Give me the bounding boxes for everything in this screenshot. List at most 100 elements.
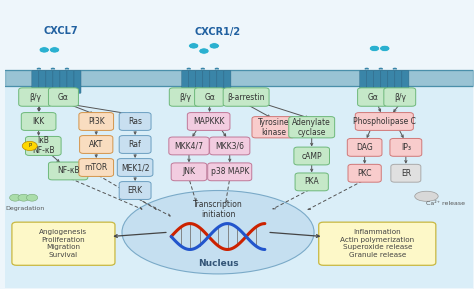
FancyBboxPatch shape [187, 113, 230, 130]
Text: Degradation: Degradation [5, 206, 44, 211]
FancyBboxPatch shape [348, 164, 381, 182]
FancyBboxPatch shape [210, 71, 217, 93]
Text: Nucleus: Nucleus [198, 259, 238, 268]
Ellipse shape [415, 191, 438, 201]
FancyBboxPatch shape [391, 164, 421, 182]
FancyBboxPatch shape [189, 71, 196, 93]
Text: Inflammation
Actin polymerization
Superoxide release
Granule release: Inflammation Actin polymerization Supero… [340, 229, 414, 258]
FancyBboxPatch shape [390, 138, 422, 156]
Text: β/γ: β/γ [179, 92, 191, 101]
FancyBboxPatch shape [18, 88, 52, 106]
Text: Tyrosine
kinase: Tyrosine kinase [257, 118, 289, 137]
FancyBboxPatch shape [367, 71, 374, 93]
Text: PKA: PKA [304, 177, 319, 186]
Text: Gα: Gα [204, 92, 215, 101]
FancyBboxPatch shape [21, 113, 56, 130]
Circle shape [39, 47, 49, 53]
Text: ERK: ERK [128, 186, 143, 195]
FancyBboxPatch shape [203, 71, 210, 93]
FancyBboxPatch shape [223, 88, 269, 106]
FancyBboxPatch shape [295, 173, 328, 191]
FancyBboxPatch shape [210, 137, 250, 155]
Text: PKC: PKC [357, 169, 372, 178]
Text: JNK: JNK [182, 167, 195, 176]
FancyBboxPatch shape [195, 88, 225, 106]
Text: mTOR: mTOR [84, 163, 108, 172]
Text: DAG: DAG [356, 143, 373, 152]
FancyBboxPatch shape [347, 138, 382, 156]
Text: Ca²⁺ release: Ca²⁺ release [426, 201, 465, 206]
Text: Gα: Gα [58, 92, 69, 101]
FancyBboxPatch shape [360, 71, 367, 93]
Circle shape [22, 141, 37, 151]
FancyBboxPatch shape [79, 113, 114, 130]
Text: Phospholipase C: Phospholipase C [353, 117, 416, 126]
Circle shape [199, 48, 209, 54]
Text: p38 MAPK: p38 MAPK [210, 167, 249, 176]
FancyBboxPatch shape [384, 88, 416, 106]
Text: MEK1/2: MEK1/2 [121, 163, 149, 172]
Text: AKT: AKT [89, 140, 103, 149]
FancyBboxPatch shape [119, 113, 151, 130]
FancyBboxPatch shape [402, 71, 409, 93]
FancyBboxPatch shape [388, 71, 395, 93]
FancyBboxPatch shape [26, 136, 61, 155]
Text: ER: ER [401, 169, 411, 178]
Text: β-arrestin: β-arrestin [228, 92, 265, 101]
FancyBboxPatch shape [196, 71, 203, 93]
Text: Raf: Raf [129, 140, 141, 149]
Circle shape [209, 43, 219, 49]
FancyBboxPatch shape [357, 88, 388, 106]
Text: CXCL7: CXCL7 [44, 26, 78, 36]
FancyBboxPatch shape [252, 116, 295, 138]
Text: Transcription
initiation: Transcription initiation [193, 200, 243, 219]
Text: P: P [28, 143, 31, 149]
Text: IKK: IKK [33, 117, 45, 126]
Text: Ras: Ras [128, 117, 142, 126]
Text: PI3K: PI3K [88, 117, 105, 126]
FancyBboxPatch shape [80, 136, 113, 153]
FancyBboxPatch shape [217, 71, 224, 93]
FancyBboxPatch shape [169, 88, 201, 106]
FancyBboxPatch shape [46, 71, 53, 93]
FancyBboxPatch shape [67, 71, 74, 93]
FancyBboxPatch shape [60, 71, 67, 93]
FancyBboxPatch shape [289, 116, 335, 138]
FancyBboxPatch shape [32, 71, 39, 93]
Circle shape [189, 43, 199, 49]
FancyBboxPatch shape [53, 71, 60, 93]
FancyBboxPatch shape [381, 71, 388, 93]
Circle shape [380, 45, 390, 52]
FancyBboxPatch shape [208, 163, 252, 181]
FancyBboxPatch shape [48, 88, 78, 106]
FancyBboxPatch shape [48, 162, 88, 180]
Text: NF-κB: NF-κB [57, 166, 79, 175]
Text: cAMP: cAMP [301, 151, 322, 160]
FancyBboxPatch shape [119, 136, 151, 153]
Text: β/γ: β/γ [394, 92, 406, 101]
Circle shape [369, 45, 380, 52]
Text: MAPKKK: MAPKKK [193, 117, 224, 126]
FancyBboxPatch shape [117, 159, 153, 176]
Text: CXCR1/2: CXCR1/2 [195, 27, 241, 37]
FancyBboxPatch shape [319, 222, 436, 265]
Circle shape [27, 194, 37, 201]
FancyBboxPatch shape [119, 181, 151, 199]
FancyBboxPatch shape [79, 159, 114, 176]
FancyBboxPatch shape [182, 71, 189, 93]
FancyBboxPatch shape [12, 222, 115, 265]
Text: IP₃: IP₃ [401, 143, 411, 152]
Text: Angiogenesis
Proliferation
Migration
Survival: Angiogenesis Proliferation Migration Sur… [39, 229, 88, 258]
Circle shape [9, 194, 21, 201]
Circle shape [49, 47, 60, 53]
Text: Adenylate
cyclase: Adenylate cyclase [292, 118, 331, 137]
FancyBboxPatch shape [171, 163, 207, 181]
FancyBboxPatch shape [294, 147, 329, 165]
Circle shape [18, 194, 29, 201]
Ellipse shape [122, 190, 314, 274]
FancyBboxPatch shape [356, 113, 413, 130]
FancyBboxPatch shape [374, 71, 381, 93]
FancyBboxPatch shape [74, 71, 81, 93]
FancyBboxPatch shape [169, 137, 209, 155]
FancyBboxPatch shape [224, 71, 231, 93]
